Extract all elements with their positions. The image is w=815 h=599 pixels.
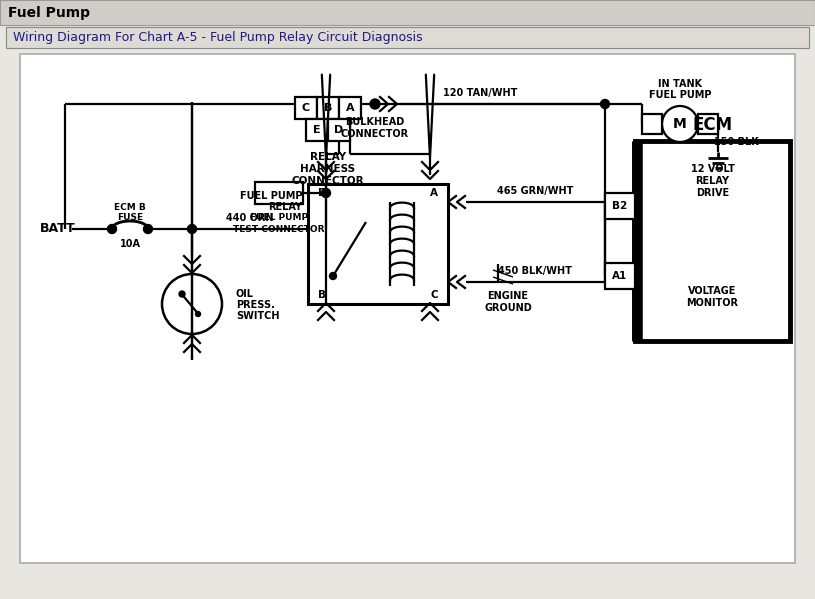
Text: Fuel Pump: Fuel Pump	[8, 6, 90, 20]
Bar	[605, 193, 635, 219]
Bar	[255, 182, 303, 204]
Text: MONITOR: MONITOR	[686, 298, 738, 308]
Text: B: B	[318, 290, 326, 300]
Bar	[605, 263, 635, 289]
Text: FUEL PUMP: FUEL PUMP	[250, 213, 308, 222]
Text: RELAY: RELAY	[695, 176, 729, 186]
Bar	[642, 114, 662, 134]
Text: DRIVE: DRIVE	[696, 188, 729, 198]
Text: SWITCH: SWITCH	[236, 311, 280, 321]
Text: 120 TAN/WHT: 120 TAN/WHT	[443, 88, 518, 98]
Text: BULKHEAD: BULKHEAD	[346, 117, 404, 127]
Circle shape	[179, 291, 185, 297]
Circle shape	[370, 99, 380, 109]
Circle shape	[329, 273, 337, 280]
Text: GROUND: GROUND	[484, 303, 532, 313]
Text: A1: A1	[612, 271, 628, 281]
Text: BATT: BATT	[40, 222, 76, 235]
Bar	[306, 119, 328, 141]
Bar	[339, 97, 361, 119]
Text: B: B	[324, 103, 333, 113]
Text: ENGINE: ENGINE	[487, 291, 528, 301]
Bar	[20, 54, 795, 563]
Text: 465 GRN/WHT: 465 GRN/WHT	[497, 186, 573, 196]
Bar	[295, 97, 317, 119]
Text: FUEL PUMP: FUEL PUMP	[649, 90, 711, 100]
Text: FUSE: FUSE	[117, 213, 143, 222]
Circle shape	[143, 225, 152, 234]
Text: A: A	[346, 103, 355, 113]
Text: RELAY: RELAY	[268, 202, 302, 212]
Text: 10A: 10A	[120, 239, 140, 249]
Circle shape	[662, 106, 698, 142]
Text: RELAY: RELAY	[310, 152, 346, 162]
Text: CONNECTOR: CONNECTOR	[292, 176, 364, 186]
Bar	[635, 141, 790, 341]
Text: C: C	[430, 290, 438, 300]
Circle shape	[601, 99, 610, 108]
Bar	[308, 184, 448, 304]
Text: M: M	[673, 117, 687, 131]
Text: IN TANK: IN TANK	[658, 79, 702, 89]
Circle shape	[321, 189, 331, 198]
Text: HARNESS: HARNESS	[301, 164, 355, 174]
Text: 440 ORN: 440 ORN	[227, 213, 274, 223]
Text: PRESS.: PRESS.	[236, 300, 275, 310]
Circle shape	[196, 311, 200, 316]
Circle shape	[108, 225, 117, 234]
Text: A: A	[430, 188, 438, 198]
Bar	[317, 97, 339, 119]
Text: 150 BLK: 150 BLK	[714, 137, 759, 147]
Text: C: C	[302, 103, 310, 113]
Bar	[328, 119, 350, 141]
Text: VOLTAGE: VOLTAGE	[689, 286, 737, 296]
Text: B2: B2	[612, 201, 628, 211]
Text: CONNECTOR: CONNECTOR	[341, 129, 409, 139]
Text: 450 BLK/WHT: 450 BLK/WHT	[498, 266, 572, 276]
Circle shape	[162, 274, 222, 334]
Text: ECM: ECM	[693, 116, 733, 134]
Bar	[0, 0, 815, 25]
Text: D: D	[318, 188, 326, 198]
Text: Wiring Diagram For Chart A-5 - Fuel Pump Relay Circuit Diagnosis: Wiring Diagram For Chart A-5 - Fuel Pump…	[13, 32, 423, 44]
Text: D: D	[334, 125, 344, 135]
Text: FUEL PUMP: FUEL PUMP	[240, 191, 302, 201]
Text: 12 VOLT: 12 VOLT	[690, 164, 734, 174]
Text: ECM B: ECM B	[114, 204, 146, 213]
Text: OIL: OIL	[236, 289, 254, 299]
Circle shape	[187, 225, 196, 234]
Text: TEST CONNECTOR: TEST CONNECTOR	[233, 225, 324, 234]
Bar	[6, 27, 809, 48]
Bar	[698, 114, 718, 134]
Text: E: E	[313, 125, 321, 135]
